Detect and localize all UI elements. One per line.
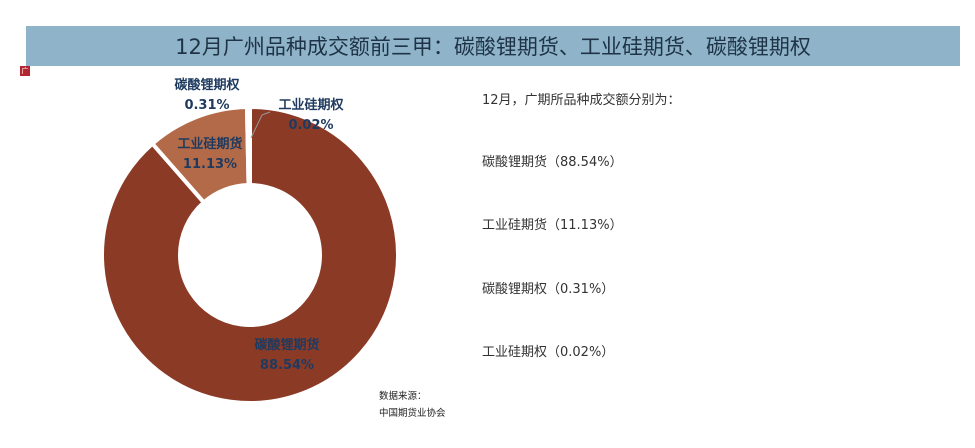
summary-intro: 12月，广期所品种成交额分别为： (482, 93, 681, 108)
summary-item: 碳酸锂期权（0.31%） (482, 282, 615, 297)
slice-name: 工业硅期货 (177, 137, 243, 152)
leader-line (261, 111, 271, 116)
slice-value: 11.13% (182, 157, 238, 172)
source-note: 数据来源： 中国期货业协会 (379, 388, 446, 422)
leader-line (250, 114, 263, 139)
slice-label-lithium-options: 碳酸锂期权 0.31% (166, 76, 248, 116)
slice-label-silicon-futures: 工业硅期货 11.13% (170, 135, 250, 175)
slice-value: 0.31% (184, 98, 230, 113)
source-label: 数据来源： (379, 391, 427, 402)
slice-label-lithium-futures: 碳酸锂期货 88.54% (246, 336, 328, 376)
slice-label-silicon-options: 工业硅期权 0.02% (270, 96, 352, 136)
slice-name: 工业硅期权 (278, 98, 344, 113)
slice-value: 88.54% (259, 358, 315, 373)
slice-group (100, 104, 400, 405)
slice-name: 碳酸锂期权 (174, 78, 240, 93)
summary-item: 碳酸锂期货（88.54%） (482, 155, 623, 170)
summary-item: 工业硅期权（0.02%） (482, 345, 615, 360)
source-value: 中国期货业协会 (379, 408, 446, 419)
logo: 广州 (20, 66, 30, 85)
title-bar: 12月广州品种成交额前三甲：碳酸锂期货、工业硅期货、碳酸锂期权 (26, 26, 960, 66)
slice-0 (100, 104, 400, 405)
slice-value: 0.02% (288, 118, 334, 133)
summary-item: 工业硅期货（11.13%） (482, 218, 623, 233)
slice-name: 碳酸锂期货 (254, 338, 320, 353)
page-title: 12月广州品种成交额前三甲：碳酸锂期货、工业硅期货、碳酸锂期权 (175, 35, 811, 59)
